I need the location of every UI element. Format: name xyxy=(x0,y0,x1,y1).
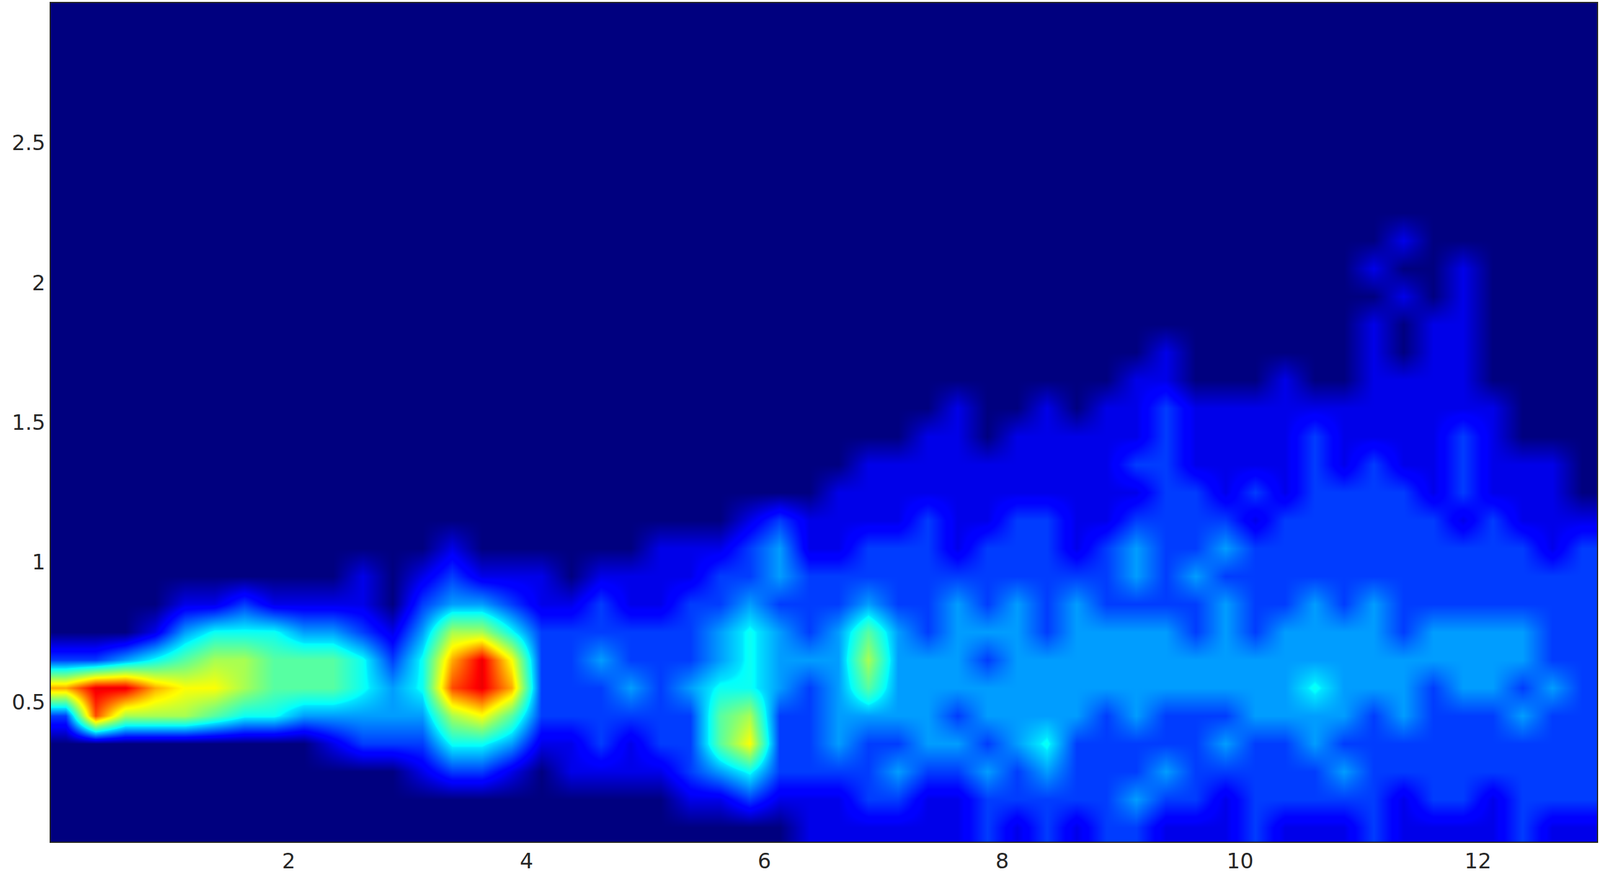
svg-text:2.5: 2.5 xyxy=(11,130,46,156)
svg-text:12: 12 xyxy=(1464,848,1492,874)
svg-text:0.5: 0.5 xyxy=(11,689,46,715)
svg-text:4: 4 xyxy=(519,848,534,874)
svg-text:1: 1 xyxy=(32,549,46,575)
svg-text:10: 10 xyxy=(1226,848,1254,874)
svg-text:2: 2 xyxy=(282,848,296,874)
svg-text:8: 8 xyxy=(995,848,1009,874)
svg-text:2: 2 xyxy=(32,270,46,296)
svg-text:6: 6 xyxy=(757,848,772,874)
svg-text:1.5: 1.5 xyxy=(11,409,46,435)
